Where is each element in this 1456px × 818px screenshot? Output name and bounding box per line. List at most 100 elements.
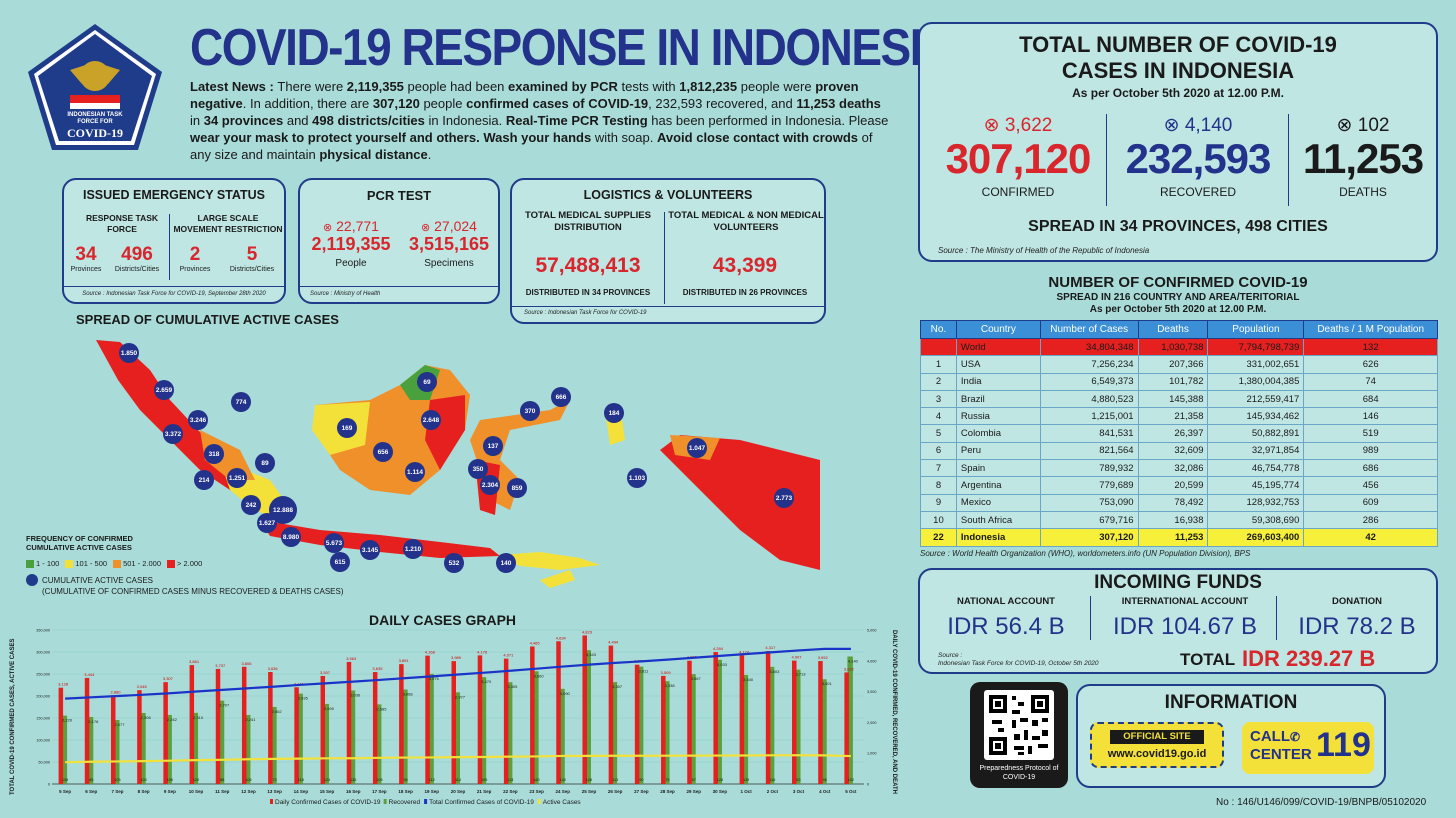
confirmed-bar bbox=[661, 675, 666, 784]
x-tick-label: 18 Sep bbox=[398, 789, 413, 794]
call-center-badge[interactable]: CALL✆ CENTER 119 bbox=[1242, 722, 1374, 774]
legend-swatch bbox=[26, 559, 34, 568]
confirmed-bar bbox=[503, 658, 509, 784]
emergency-c3-lbl: Provinces bbox=[179, 266, 211, 273]
world-table-row: 3 Brazil 4,880,523 145,388 212,559,417 684 bbox=[920, 389, 1438, 409]
map-bubble: 140 bbox=[496, 553, 516, 573]
world-table-cell: 1 bbox=[920, 355, 957, 374]
world-table-cell: 146 bbox=[1303, 407, 1438, 426]
news-provinces: 34 provinces bbox=[203, 113, 284, 128]
world-table-cell: Indonesia bbox=[955, 528, 1041, 547]
world-table-cell: 34,804,348 bbox=[1039, 337, 1139, 357]
recovered-bar bbox=[61, 715, 68, 784]
x-tick-label: 14 Sep bbox=[294, 789, 309, 794]
map-bubble: 2.304 bbox=[480, 475, 500, 495]
recovered-value-label: 3,338 bbox=[665, 683, 676, 688]
news-deaths: 11,253 deaths bbox=[796, 96, 881, 111]
y-tick-label-left: 150,000 bbox=[36, 717, 50, 721]
qr-card[interactable]: Preparedness Protocol of COVID-19 bbox=[970, 682, 1068, 788]
confirmed-value-label: 4,494 bbox=[608, 640, 619, 645]
news-districts: 498 districts/cities bbox=[312, 113, 425, 128]
circle-legend-sub: (CUMULATIVE OF CONFIRMED CASES MINUS REC… bbox=[42, 587, 344, 596]
official-site-badge[interactable]: OFFICIAL SITE www.covid19.go.id bbox=[1090, 722, 1224, 768]
world-table-cell: 32,971,854 bbox=[1207, 441, 1305, 461]
map-bubble: 2.648 bbox=[421, 410, 441, 430]
world-table-cell: 841,531 bbox=[1039, 424, 1139, 443]
emergency-c4-lbl: Districts/Cities bbox=[229, 266, 275, 273]
funds-a-label: NATIONAL ACCOUNT bbox=[957, 596, 1055, 607]
y-tick-label-left: 350,000 bbox=[36, 629, 50, 633]
world-header-cell: Population bbox=[1207, 320, 1305, 339]
news-confirmed: 307,120 bbox=[372, 96, 420, 111]
recovered-value-label: 4,343 bbox=[586, 652, 597, 657]
world-table-cell: 4 bbox=[920, 407, 957, 426]
x-tick-label: 9 Sep bbox=[164, 789, 176, 794]
confirmed-value-label: 4,007 bbox=[792, 655, 803, 660]
pcr-num1: 2,119,355 bbox=[311, 234, 391, 254]
world-table-cell: 4,880,523 bbox=[1039, 389, 1139, 409]
world-table-row: 22 Indonesia 307,120 11,253 269,603,400 42 bbox=[920, 528, 1438, 547]
world-table-cell: 7,256,234 bbox=[1039, 355, 1139, 374]
circle-legend-label: CUMULATIVE ACTIVE CASES bbox=[42, 575, 153, 585]
call-number[interactable]: 119 bbox=[1316, 726, 1371, 764]
x-tick-label: 23 Sep bbox=[529, 789, 544, 794]
world-table-cell: 74 bbox=[1303, 372, 1438, 391]
x-tick-label: 3 Oct bbox=[793, 789, 805, 794]
world-table-cell: 1,380,004,385 bbox=[1207, 372, 1305, 391]
y-tick-label-left: 250,000 bbox=[36, 673, 50, 677]
death-value-label: 90 bbox=[639, 778, 643, 782]
official-site-url[interactable]: www.covid19.go.id bbox=[1107, 748, 1207, 760]
legend-item: 1 - 100 bbox=[26, 559, 59, 568]
world-table-cell: 50,882,891 bbox=[1207, 424, 1305, 443]
confirmed-bar bbox=[189, 665, 195, 784]
confirmed-value-label: 3,444 bbox=[84, 672, 95, 677]
map-legend: 1 - 100 101 - 500 501 - 2.000 > 2.000 bbox=[26, 559, 202, 568]
confirmed-bar bbox=[241, 666, 247, 784]
map-bubble: 242 bbox=[241, 495, 261, 515]
news-pcr-people: 2,119,355 bbox=[346, 79, 404, 94]
world-table-cell: Russia bbox=[955, 407, 1041, 426]
map-bubble: 774 bbox=[231, 392, 251, 412]
x-tick-label: 11 Sep bbox=[215, 789, 230, 794]
death-up-value: 102 bbox=[1357, 115, 1390, 136]
world-table-cell: 78,492 bbox=[1137, 493, 1209, 512]
map-bubble: 318 bbox=[204, 444, 224, 464]
up-arrow-icon: ⊗ bbox=[1163, 115, 1180, 136]
news-mask: wear your mask to protect yourself and o… bbox=[190, 130, 480, 145]
circle-legend-icon bbox=[26, 574, 38, 586]
confirmed-value-label: 4,823 bbox=[582, 629, 593, 634]
totals-title1: TOTAL NUMBER OF COVID-19 bbox=[1019, 32, 1337, 57]
news-text: There were bbox=[277, 79, 347, 94]
confirmed-bar bbox=[399, 664, 404, 784]
map-bubble: 184 bbox=[604, 403, 624, 423]
emergency-c1-lbl: Provinces bbox=[70, 266, 102, 273]
confirmed-value-label: 3,509 bbox=[661, 670, 672, 675]
confirmed-value-label: 3,963 bbox=[346, 656, 357, 661]
death-value-label: 116 bbox=[769, 778, 775, 782]
call-label2: CENTER bbox=[1250, 746, 1312, 763]
qr-caption2: COVID-19 bbox=[1002, 774, 1036, 781]
confirmed-bar bbox=[608, 645, 614, 784]
confirmed-bar bbox=[137, 690, 142, 784]
legend-title: FREQUENCY OF CONFIRMED CUMULATIVE ACTIVE… bbox=[26, 534, 133, 552]
recovered-bar bbox=[192, 712, 199, 784]
news-text: . bbox=[427, 147, 432, 162]
java-shape bbox=[260, 520, 500, 558]
confirmed-bar bbox=[58, 687, 64, 784]
conf-total: 307,120 bbox=[945, 135, 1092, 182]
confirmed-value-label: 4,176 bbox=[477, 649, 488, 654]
logistics-left-title: TOTAL MEDICAL SUPPLIES DISTRIBUTION bbox=[525, 210, 651, 233]
recovered-value-label: 2,977 bbox=[455, 694, 466, 699]
world-table-cell: 32,609 bbox=[1137, 441, 1209, 461]
news-text: tests with bbox=[617, 79, 680, 94]
confirmed-bar bbox=[346, 661, 352, 784]
news-text: in Indonesia. bbox=[424, 113, 506, 128]
recovered-value-label: 4,033 bbox=[717, 662, 728, 667]
qr-code-icon bbox=[984, 690, 1054, 760]
world-table-cell: 45,195,774 bbox=[1207, 476, 1305, 495]
call-label1: CALL✆ bbox=[1250, 728, 1312, 746]
emergency-source: Source : Indonesian Task Force for COVID… bbox=[82, 291, 266, 297]
world-subtitle: SPREAD IN 216 COUNTRY AND AREA/TERITORIA… bbox=[1056, 292, 1300, 303]
death-value-label: 85 bbox=[89, 778, 93, 782]
page-title: COVID-19 RESPONSE IN INDONESIA bbox=[190, 17, 954, 77]
